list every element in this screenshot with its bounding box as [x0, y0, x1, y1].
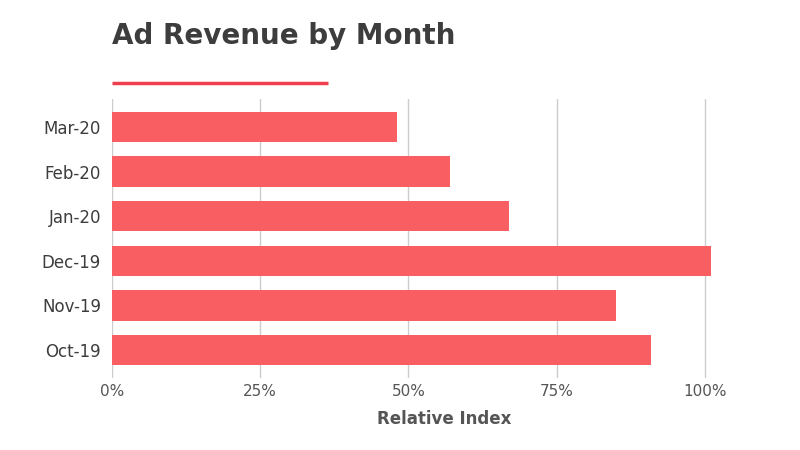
Bar	[112, 201, 510, 231]
Bar	[112, 290, 616, 321]
Bar	[112, 112, 397, 142]
Bar	[112, 246, 710, 276]
Bar	[112, 335, 651, 365]
Bar	[112, 156, 450, 187]
X-axis label: Relative Index: Relative Index	[377, 410, 511, 427]
Text: Ad Revenue by Month: Ad Revenue by Month	[112, 22, 455, 50]
